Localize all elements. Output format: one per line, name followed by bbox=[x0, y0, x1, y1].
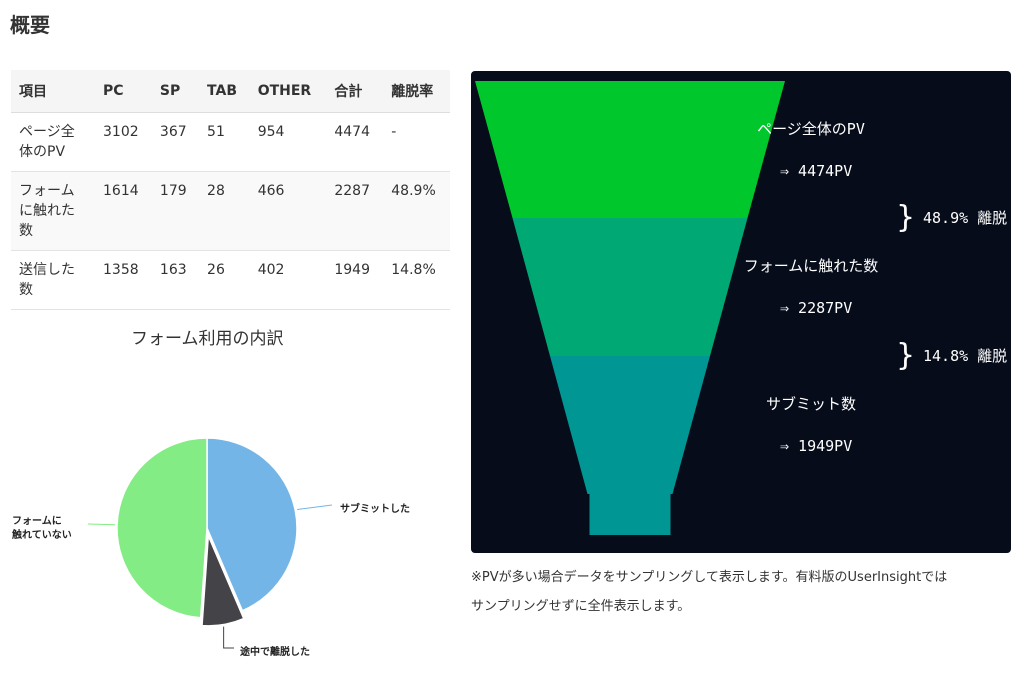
pie-connector-line bbox=[223, 626, 234, 649]
sampling-note: ※PVが多い場合データをサンプリングして表示します。有料版のUserInsigh… bbox=[471, 563, 1011, 621]
header-tab: TAB bbox=[199, 70, 250, 113]
funnel-dropoff-rate: 14.8% 離脱 bbox=[923, 347, 1007, 365]
funnel-stage-page-pv bbox=[475, 81, 785, 218]
funnel-stage-value: ⇒ 2287PV bbox=[780, 299, 852, 317]
funnel-stage-value: ⇒ 4474PV bbox=[780, 162, 852, 180]
cell-rate: - bbox=[383, 112, 450, 172]
header-other: OTHER bbox=[249, 70, 327, 113]
row-label: フォームに触れた数 bbox=[11, 171, 95, 251]
page-title: 概要 bbox=[10, 13, 50, 37]
funnel-stage-name: サブミット数 bbox=[766, 395, 856, 413]
note-line: サンプリングせずに全件表示します。 bbox=[471, 599, 691, 614]
funnel-stage-value: ⇒ 1949PV bbox=[780, 437, 852, 455]
funnel-chart-panel: ページ全体のPV ⇒ 4474PV フォームに触れた数 ⇒ 2287PV サブミット数 ⇒… bbox=[471, 71, 1011, 553]
cell-pc: 1614 bbox=[95, 171, 152, 251]
cell-total: 4474 bbox=[326, 112, 384, 172]
funnel-stage-submit bbox=[550, 356, 710, 494]
header-rate: 離脱率 bbox=[383, 70, 450, 113]
cell-rate: 14.8% bbox=[383, 250, 450, 310]
funnel-stage-name: ページ全体のPV bbox=[757, 120, 865, 138]
cell-pc: 3102 bbox=[95, 112, 152, 172]
cell-sp: 367 bbox=[151, 112, 200, 172]
cell-other: 402 bbox=[249, 250, 327, 310]
pie-slice-label: 触れていない bbox=[11, 528, 72, 541]
pie-slice-dropped bbox=[201, 535, 245, 627]
cell-rate: 48.9% bbox=[383, 171, 450, 251]
funnel-chart: ページ全体のPV ⇒ 4474PV フォームに触れた数 ⇒ 2287PV サブミット数 ⇒… bbox=[475, 81, 1007, 535]
row-label: 送信した数 bbox=[11, 250, 95, 310]
header-total: 合計 bbox=[326, 70, 384, 113]
cell-total: 2287 bbox=[326, 171, 384, 251]
row-label: ページ全体のPV bbox=[11, 112, 95, 172]
cell-other: 954 bbox=[249, 112, 327, 172]
cell-sp: 179 bbox=[151, 171, 200, 251]
cell-tab: 26 bbox=[199, 250, 250, 310]
pie-connector-line bbox=[297, 504, 333, 511]
pie-slice-label: サブミットした bbox=[340, 502, 410, 515]
pie-slice-label: 途中で離脱した bbox=[240, 645, 310, 658]
table-header-row: 項目 PC SP TAB OTHER 合計 離脱率 bbox=[11, 70, 450, 113]
funnel-stem bbox=[589, 494, 671, 535]
table-row: フォームに触れた数 1614 179 28 466 2287 48.9% bbox=[11, 171, 450, 251]
pie-slice-not-touched bbox=[116, 437, 208, 619]
header-sp: SP bbox=[151, 70, 200, 113]
pie-connector-line bbox=[87, 523, 116, 526]
cell-tab: 28 bbox=[199, 171, 250, 251]
cell-total: 1949 bbox=[326, 250, 384, 310]
pie-slice-submitted bbox=[206, 437, 298, 612]
cell-pc: 1358 bbox=[95, 250, 152, 310]
dropoff-brace: } bbox=[896, 200, 915, 235]
funnel-dropoff-rate: 48.9% 離脱 bbox=[923, 209, 1007, 227]
header-item: 項目 bbox=[11, 70, 95, 113]
pie-slice-label: フォームに bbox=[12, 515, 62, 527]
summary-table: 項目 PC SP TAB OTHER 合計 離脱率 ページ全体のPV 3102 … bbox=[11, 70, 450, 310]
funnel-stage-form-touched bbox=[512, 218, 748, 356]
funnel-stage-name: フォームに触れた数 bbox=[744, 257, 879, 275]
pie-chart-title: フォーム利用の内訳 bbox=[131, 329, 284, 349]
cell-sp: 163 bbox=[151, 250, 200, 310]
table-row: ページ全体のPV 3102 367 51 954 4474 - bbox=[11, 112, 450, 172]
note-line: ※PVが多い場合データをサンプリングして表示します。有料版のUserInsigh… bbox=[471, 570, 948, 585]
cell-other: 466 bbox=[249, 171, 327, 251]
cell-tab: 51 bbox=[199, 112, 250, 172]
table-row: 送信した数 1358 163 26 402 1949 14.8% bbox=[11, 250, 450, 310]
dropoff-brace: } bbox=[896, 338, 915, 373]
header-pc: PC bbox=[95, 70, 152, 113]
